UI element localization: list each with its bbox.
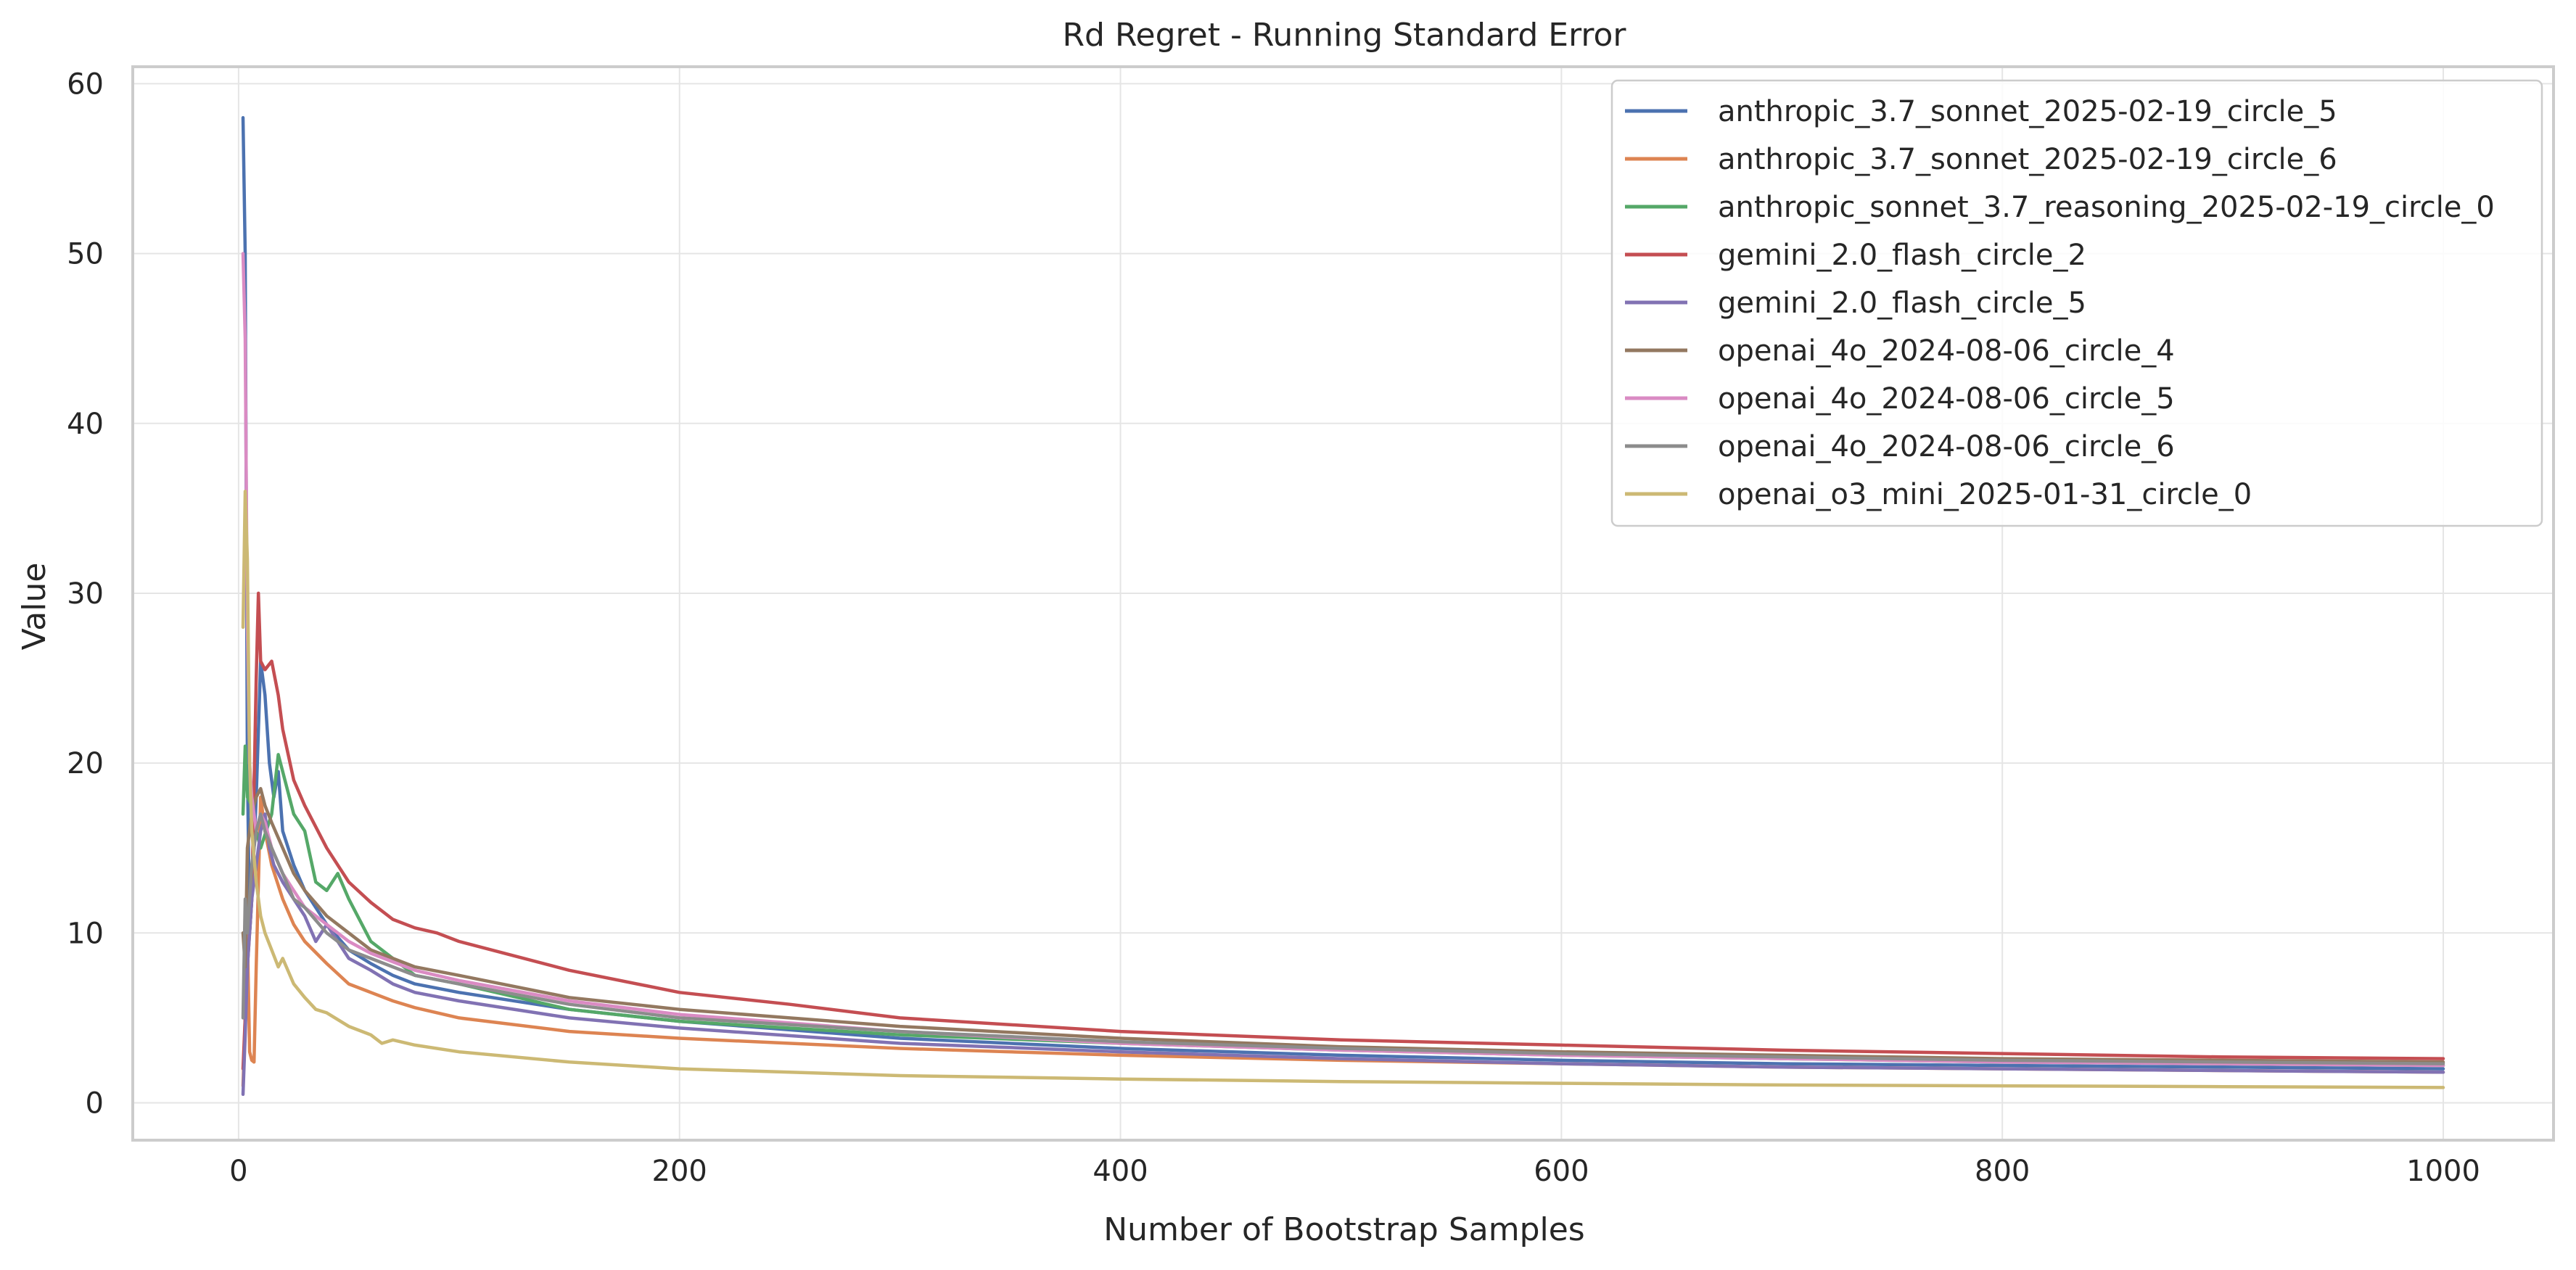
y-tick-label: 10 <box>67 917 104 950</box>
y-tick-label: 40 <box>67 408 104 441</box>
legend-label: anthropic_3.7_sonnet_2025-02-19_circle_6 <box>1718 143 2337 176</box>
y-axis-title: Value <box>16 563 53 651</box>
y-tick-label: 30 <box>67 577 104 611</box>
legend-label: gemini_2.0_flash_circle_5 <box>1718 286 2086 320</box>
tick-labels: 0 200 400 600 800 1000 0 10 20 30 40 50 60 <box>67 67 2480 1188</box>
x-axis-title: Number of Bootstrap Samples <box>1103 1211 1584 1248</box>
series-line-4 <box>241 812 2445 1097</box>
plot-area-frame <box>131 65 2555 1142</box>
legend-label: openai_4o_2024-08-06_circle_4 <box>1718 334 2175 368</box>
series-line-6 <box>241 252 2445 1068</box>
series-line-5 <box>241 787 2445 1064</box>
legend-box <box>1610 79 2543 527</box>
series-line-7 <box>241 812 2445 1065</box>
legend-label: openai_o3_mini_2025-01-31_circle_0 <box>1718 478 2252 511</box>
series-lines <box>241 116 2445 1097</box>
legend-label: anthropic_sonnet_3.7_reasoning_2025-02-1… <box>1718 191 2495 224</box>
chart-title: Rd Regret - Running Standard Error <box>1062 17 1626 54</box>
legend-label: openai_4o_2024-08-06_circle_6 <box>1718 430 2175 463</box>
y-tick-label: 0 <box>86 1086 104 1120</box>
x-tick-label: 600 <box>1534 1155 1589 1188</box>
legend-label: anthropic_3.7_sonnet_2025-02-19_circle_5 <box>1718 95 2337 128</box>
legend: anthropic_3.7_sonnet_2025-02-19_circle_5… <box>1610 79 2543 527</box>
legend-label: gemini_2.0_flash_circle_2 <box>1718 239 2086 272</box>
series-line-8 <box>241 490 2445 1089</box>
x-tick-label: 400 <box>1092 1155 1148 1188</box>
y-tick-label: 50 <box>67 238 104 271</box>
y-tick-label: 60 <box>67 67 104 101</box>
legend-label: openai_4o_2024-08-06_circle_5 <box>1718 382 2175 416</box>
series-line-3 <box>241 591 2445 1071</box>
x-tick-label: 800 <box>1975 1155 2030 1188</box>
x-tick-label: 1000 <box>2406 1155 2480 1188</box>
x-tick-label: 0 <box>229 1155 247 1188</box>
y-tick-label: 20 <box>67 747 104 780</box>
x-tick-label: 200 <box>652 1155 707 1188</box>
